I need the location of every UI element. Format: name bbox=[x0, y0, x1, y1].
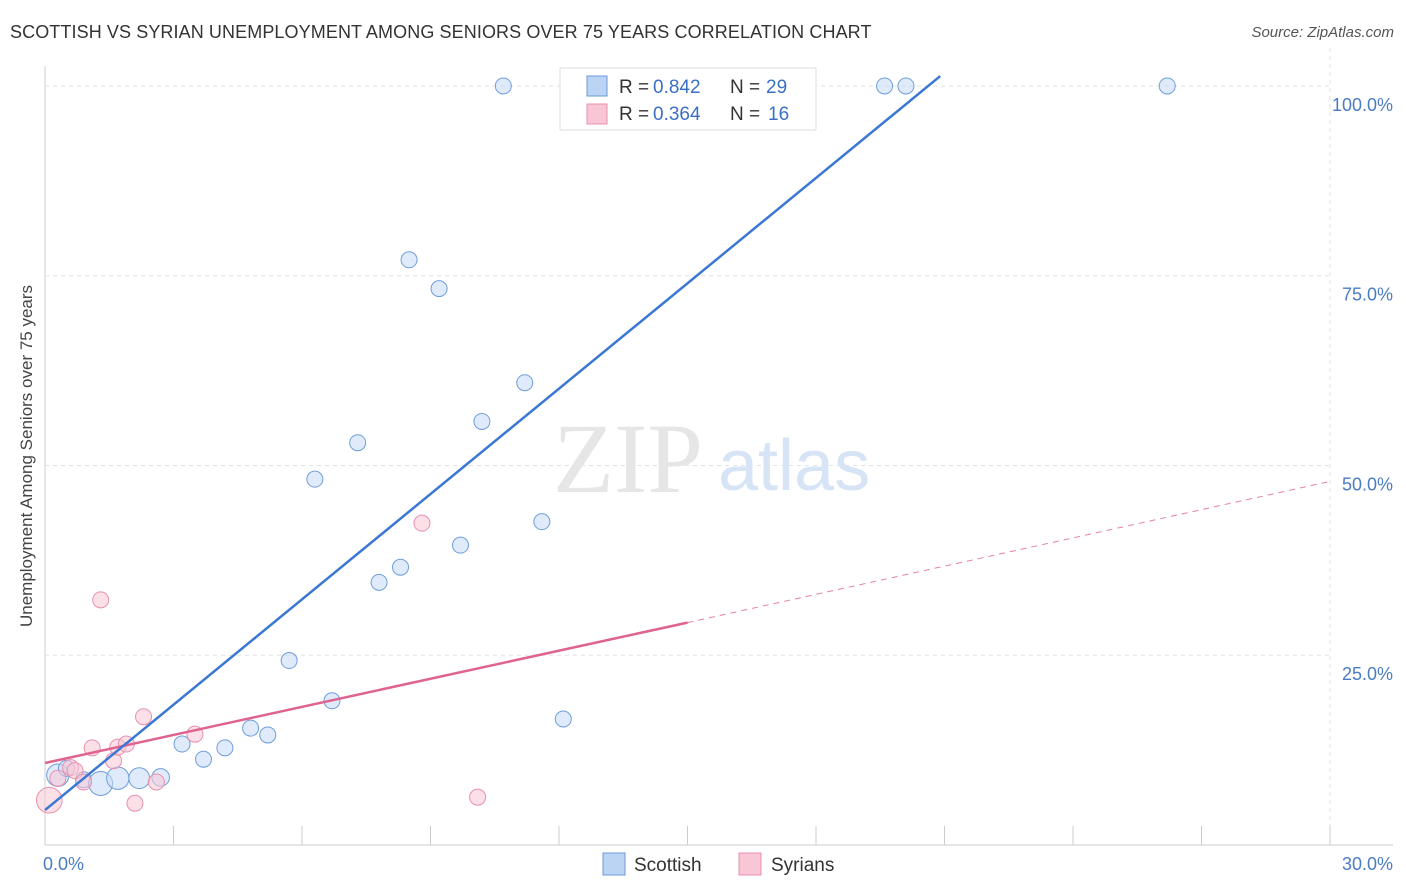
watermark-atlas: atlas bbox=[718, 426, 870, 506]
trend-line-syrians bbox=[45, 623, 688, 763]
legend-swatch-scottish bbox=[587, 76, 607, 96]
y-tick-label-75: 75.0% bbox=[1342, 285, 1393, 305]
scottish-point-20 bbox=[452, 537, 468, 553]
series-legend: Scottish Syrians bbox=[603, 853, 834, 876]
y-tick-label-25: 25.0% bbox=[1342, 664, 1393, 684]
syrians-point-15 bbox=[470, 789, 486, 805]
y-tick-labels: 25.0% 50.0% 75.0% 100.0% bbox=[1332, 95, 1393, 684]
scottish-point-11 bbox=[260, 727, 276, 743]
syrians-point-1 bbox=[50, 770, 66, 786]
scottish-point-15 bbox=[350, 435, 366, 451]
scottish-point-25 bbox=[555, 711, 571, 727]
scottish-point-17 bbox=[393, 559, 409, 575]
scottish-point-18 bbox=[401, 252, 417, 268]
legend-n-label-syrians: N = bbox=[730, 104, 760, 125]
legend-swatch-syrians bbox=[587, 104, 607, 124]
legend-n-value-syrians: 16 bbox=[768, 104, 789, 125]
scottish-point-22 bbox=[495, 78, 511, 94]
bottom-legend-swatch-scottish bbox=[603, 853, 625, 875]
legend-n-label-scottish: N = bbox=[730, 77, 760, 98]
x-ticks bbox=[45, 826, 1330, 845]
scottish-point-23 bbox=[517, 375, 533, 391]
scottish-point-14 bbox=[307, 471, 323, 487]
legend-r-value-syrians: 0.364 bbox=[653, 104, 701, 125]
bottom-legend-swatch-syrians bbox=[739, 853, 761, 875]
scottish-point-16 bbox=[371, 574, 387, 590]
scottish-point-24 bbox=[534, 514, 550, 530]
watermark-zip: ZIP bbox=[553, 403, 703, 514]
syrians-point-14 bbox=[414, 515, 430, 531]
bottom-legend-label-syrians: Syrians bbox=[771, 855, 834, 876]
scottish-point-4 bbox=[107, 767, 129, 789]
y-tick-label-50: 50.0% bbox=[1342, 474, 1393, 494]
scottish-point-26 bbox=[877, 78, 893, 94]
scottish-point-28 bbox=[1159, 78, 1175, 94]
scottish-point-19 bbox=[431, 281, 447, 297]
syrians-point-6 bbox=[93, 592, 109, 608]
scottish-point-5 bbox=[129, 768, 150, 789]
x-tick-label-max: 30.0% bbox=[1342, 854, 1393, 874]
correlation-legend: R = 0.842 N = 29 R = 0.364 N = 16 bbox=[560, 68, 816, 130]
scatter-chart: ZIP atlas 25.0% 50.0% 75.0% 100.0% 0.0% 30.… bbox=[0, 0, 1406, 892]
scottish-point-9 bbox=[217, 740, 233, 756]
scottish-point-27 bbox=[898, 78, 914, 94]
syrians-point-11 bbox=[136, 709, 152, 725]
syrian-points bbox=[36, 515, 485, 813]
scottish-point-12 bbox=[281, 653, 297, 669]
legend-r-label-scottish: R = bbox=[619, 77, 649, 98]
scottish-point-8 bbox=[195, 751, 211, 767]
legend-r-label-syrians: R = bbox=[619, 104, 649, 125]
scottish-point-21 bbox=[474, 413, 490, 429]
syrians-point-12 bbox=[148, 774, 164, 790]
x-tick-label-min: 0.0% bbox=[43, 854, 84, 874]
legend-r-value-scottish: 0.842 bbox=[653, 77, 701, 98]
scottish-point-10 bbox=[243, 720, 259, 736]
bottom-legend-label-scottish: Scottish bbox=[634, 855, 702, 876]
legend-n-value-scottish: 29 bbox=[766, 77, 787, 98]
y-tick-label-100: 100.0% bbox=[1332, 95, 1393, 115]
syrians-point-10 bbox=[127, 795, 143, 811]
y-axis-label: Unemployment Among Seniors over 75 years bbox=[17, 285, 36, 627]
